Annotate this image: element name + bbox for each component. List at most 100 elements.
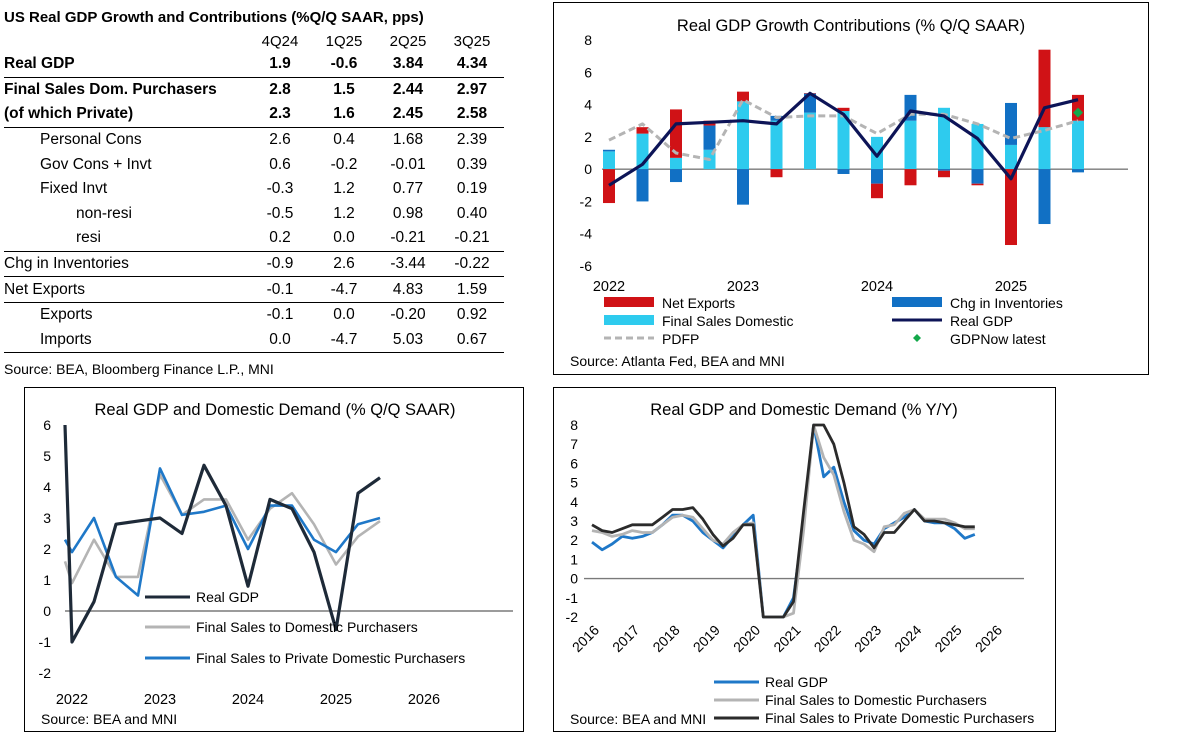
- table-body: US Real GDP Growth and Contributions (%Q…: [4, 4, 504, 354]
- y-tick-label: 7: [570, 436, 578, 452]
- legend-label: Net Exports: [662, 295, 735, 311]
- legend-label: Real GDP: [196, 589, 259, 605]
- y-tick-label: -2: [580, 193, 593, 209]
- contributions-table: US Real GDP Growth and Contributions (%Q…: [4, 4, 504, 354]
- bar-chg-in-inventories: [1005, 102, 1017, 145]
- line-final-sales-private: [63, 467, 381, 597]
- bar-chg-in-inventories: [871, 169, 883, 184]
- table-cell: 2.97: [456, 80, 488, 98]
- y-tick-label: 3: [43, 510, 51, 526]
- table-cell: 5.03: [376, 327, 440, 354]
- row-label: Exports: [4, 301, 248, 328]
- y-tick-label: 1: [43, 572, 51, 588]
- table-row: Gov Cons + Invt 0.6 -0.2 -0.01 0.39: [4, 152, 504, 177]
- legend-label: Final Sales to Private Domestic Purchase…: [765, 710, 1034, 726]
- table-row: Imports 0.0 -4.7 5.03 0.67: [4, 327, 504, 354]
- table-cell: -3.44: [376, 250, 440, 277]
- bar-net-exports: [737, 91, 749, 102]
- x-year-label: 2023: [851, 622, 884, 655]
- y-tick-label: 6: [43, 417, 51, 433]
- legend-label: GDPNow latest: [950, 331, 1046, 347]
- contributions-chart-panel: Real GDP Growth Contributions (% Q/Q SAA…: [553, 2, 1149, 375]
- row-label: Gov Cons + Invt: [40, 155, 152, 173]
- legend-label: Real GDP: [950, 313, 1013, 329]
- x-year-label: 2026: [972, 622, 1005, 655]
- legend-swatch: [604, 297, 654, 307]
- x-year-label: 2024: [232, 692, 264, 708]
- table-row: Fixed Invt -0.3 1.2 0.77 0.19: [4, 177, 504, 202]
- bar-final-sales-domestic: [737, 101, 749, 170]
- x-year-label: 2024: [861, 279, 893, 295]
- bar-chg-in-inventories: [737, 169, 749, 205]
- x-year-label: 2023: [727, 279, 759, 295]
- contributions-chart: Real GDP Growth Contributions (% Q/Q SAA…: [570, 17, 1128, 369]
- chart-title: Real GDP and Domestic Demand (% Y/Y): [650, 401, 958, 419]
- row-label: Real GDP: [4, 52, 248, 78]
- table-cell: 1.2: [333, 204, 355, 222]
- bar-chg-in-inventories: [636, 169, 649, 202]
- y-tick-label: -2: [566, 609, 579, 625]
- bar-net-exports: [837, 107, 850, 112]
- table-cell: 2.39: [456, 131, 488, 149]
- chart-source: Source: BEA and MNI: [41, 711, 177, 727]
- row-label: Net Exports: [4, 276, 248, 303]
- table-title: US Real GDP Growth and Contributions (%Q…: [4, 8, 424, 26]
- col-header: 3Q25: [453, 32, 491, 50]
- col-header: 1Q25: [325, 32, 363, 50]
- table-cell: -0.2: [330, 155, 358, 173]
- table-cell: 1.6: [312, 102, 376, 128]
- x-year-label: 2017: [609, 622, 642, 655]
- chart-title: Real GDP Growth Contributions (% Q/Q SAA…: [677, 17, 1025, 35]
- x-year-label: 2020: [730, 622, 763, 655]
- x-year-label: 2022: [56, 692, 88, 708]
- table-cell: -0.9: [248, 250, 312, 277]
- bar-final-sales-domestic: [1072, 120, 1084, 170]
- table-cell: -0.20: [376, 301, 440, 328]
- table-cell: -0.22: [440, 250, 504, 277]
- qq-chart-panel: Real GDP and Domestic Demand (% Q/Q SAAR…: [24, 387, 524, 732]
- x-year-label: 2023: [144, 692, 176, 708]
- bar-chg-in-inventories: [670, 169, 682, 183]
- table-cell: 2.44: [392, 80, 424, 98]
- y-tick-label: 1: [570, 551, 578, 567]
- table-row: Real GDP 1.9 -0.6 3.84 4.34: [4, 52, 504, 78]
- table-cell: 0.6: [269, 155, 291, 173]
- table-row: Final Sales Dom. Purchasers 2.8 1.5 2.44 2.9…: [4, 77, 504, 102]
- y-tick-label: -6: [580, 258, 593, 274]
- line-final-sales-domestic: [591, 423, 975, 619]
- bar-chg-in-inventories: [603, 149, 615, 152]
- y-tick-label: 0: [43, 603, 51, 619]
- x-year-label: 2025: [931, 622, 964, 655]
- table-cell: 2.8: [269, 80, 291, 98]
- table-cell: -0.21: [454, 229, 490, 247]
- table-cell: -0.01: [390, 155, 426, 173]
- table-cell: -0.3: [266, 180, 294, 198]
- x-year-label: 2021: [770, 622, 803, 655]
- table-cell: 0.40: [456, 204, 488, 222]
- bar-final-sales-domestic: [871, 136, 883, 170]
- bar-final-sales-domestic: [670, 157, 682, 170]
- line-real-gdp: [608, 91, 1079, 187]
- bar-net-exports: [636, 127, 649, 134]
- row-label: Chg in Inventories: [4, 250, 248, 277]
- y-tick-label: 8: [570, 417, 578, 433]
- table-cell: 0.2: [269, 229, 291, 247]
- legend-label: Final Sales Domestic: [662, 313, 794, 329]
- x-year-label: 2018: [649, 622, 682, 655]
- row-label: Imports: [4, 327, 248, 354]
- bar-final-sales-domestic: [938, 107, 950, 170]
- table-cell: 1.9: [248, 52, 312, 78]
- y-tick-label: 6: [584, 64, 592, 80]
- x-year-label: 2019: [690, 622, 723, 655]
- line-real-gdp: [63, 424, 381, 644]
- legend-label: Chg in Inventories: [950, 295, 1063, 311]
- y-tick-label: -1: [39, 634, 52, 650]
- row-label: resi: [76, 229, 101, 247]
- y-tick-label: 5: [43, 448, 51, 464]
- bar-final-sales-domestic: [1005, 144, 1017, 170]
- table-cell: 2.6: [312, 250, 376, 277]
- y-tick-label: 4: [43, 479, 51, 495]
- bar-final-sales-domestic: [904, 120, 917, 170]
- bar-chg-in-inventories: [1072, 169, 1084, 173]
- bar-final-sales-domestic: [804, 112, 816, 170]
